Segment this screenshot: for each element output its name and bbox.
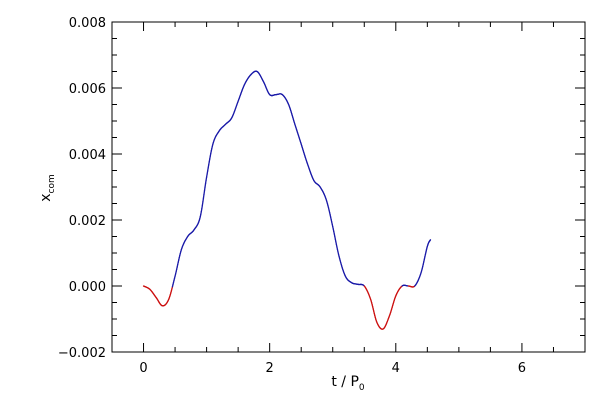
x-axis-label: t / P0 [331, 374, 365, 393]
x-tick-label: 2 [266, 361, 274, 376]
x-tick-label: 0 [139, 361, 147, 376]
y-axis-ticks [112, 21, 585, 353]
y-tick-label: 0.002 [69, 214, 106, 229]
x-axis-tick-labels: 0 2 4 6 [139, 361, 526, 376]
y-axis-label: xcom [38, 174, 57, 202]
y-tick-label: 0.004 [69, 148, 106, 163]
y-axis-label-sub: com [47, 174, 57, 193]
x-axis-label-main: t / P [331, 374, 359, 390]
x-axis-label-sub: 0 [359, 383, 365, 393]
y-tick-label: 0.008 [69, 16, 106, 31]
y-tick-label: 0.000 [69, 280, 106, 295]
x-tick-label: 6 [518, 361, 526, 376]
y-axis-tick-labels: −0.002 0.000 0.002 0.004 0.006 0.008 [58, 16, 106, 361]
x-tick-label: 4 [392, 361, 400, 376]
plot-frame [111, 21, 586, 353]
y-axis-label-main: x [38, 193, 54, 201]
series-group [142, 70, 432, 330]
y-tick-label: −0.002 [58, 346, 106, 361]
y-tick-label: 0.006 [69, 82, 106, 97]
x-axis-ticks [111, 22, 586, 352]
